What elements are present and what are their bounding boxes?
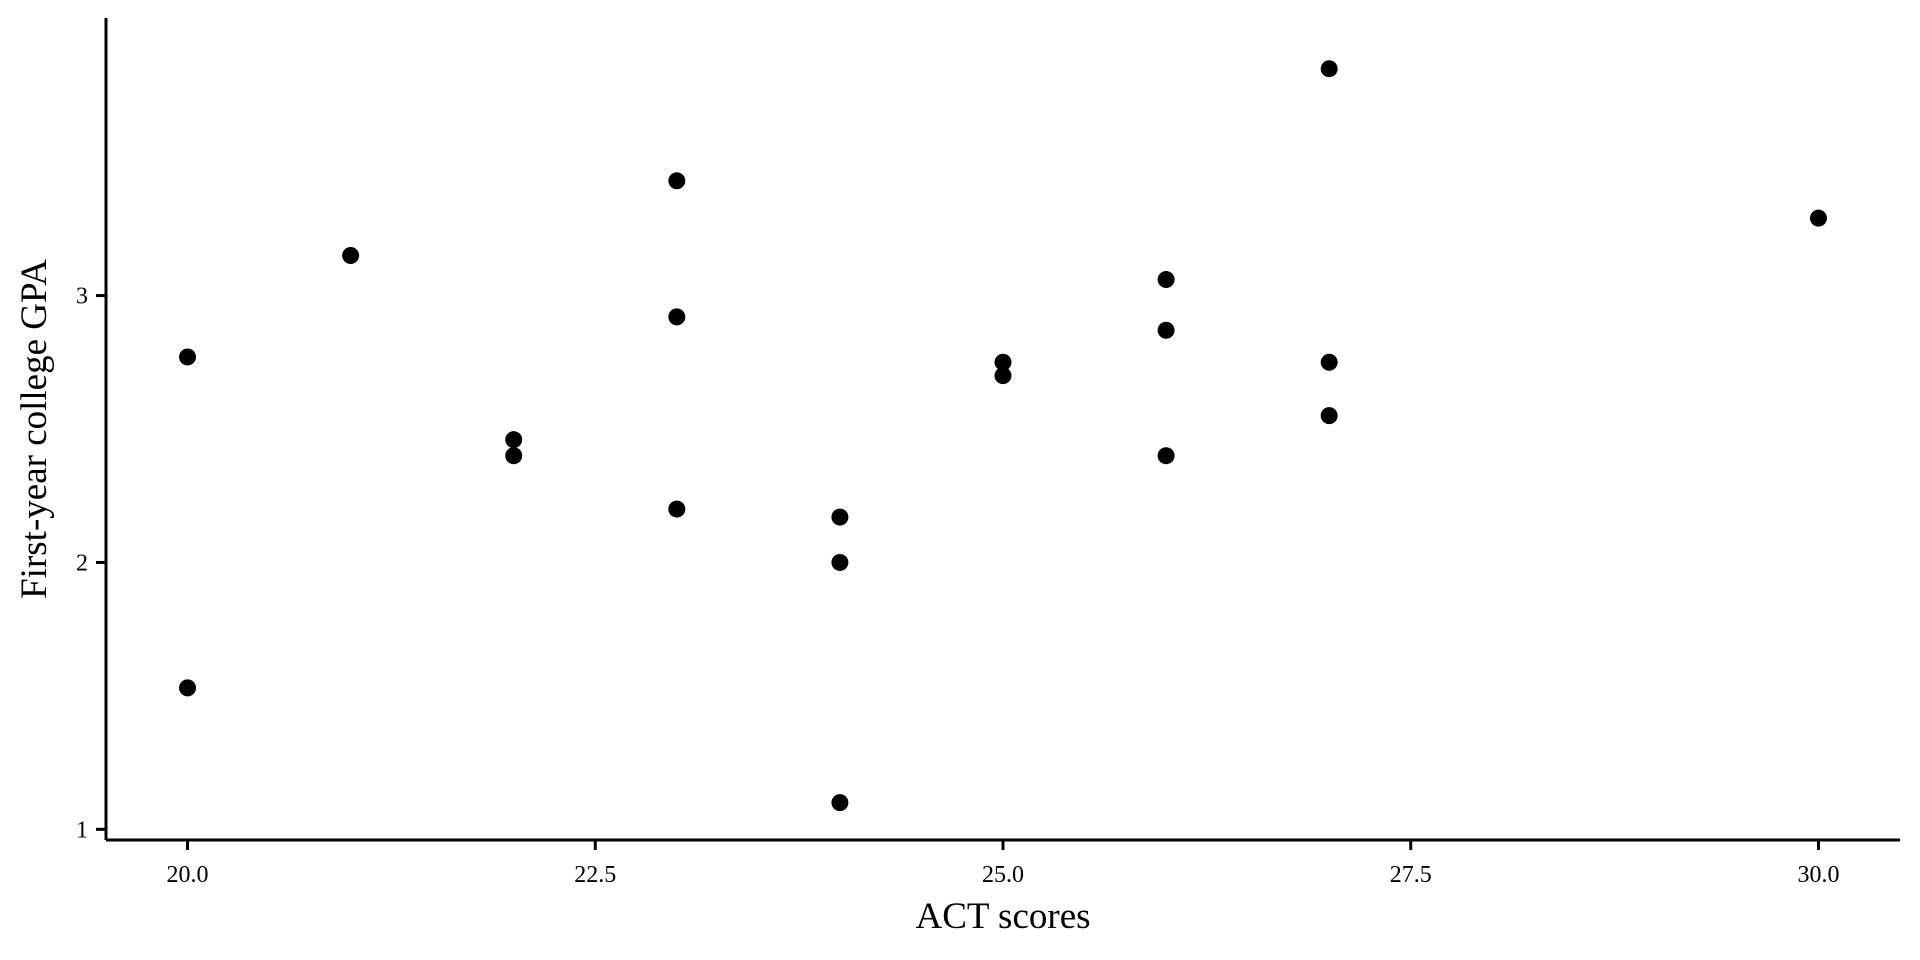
y-axis-ticks: 1 2 3 [76,284,106,843]
y-tick-label: 2 [76,550,88,576]
y-tick-label: 1 [76,817,88,843]
data-point [994,367,1012,385]
data-point [994,353,1012,371]
points-layer [179,60,1827,812]
data-point [831,794,849,812]
data-point [179,679,197,697]
data-point [1320,353,1338,371]
data-point [505,431,523,449]
data-point [1320,60,1338,78]
y-tick-label: 3 [76,284,88,310]
data-point [831,553,849,571]
y-axis-title: First-year college GPA [14,259,55,599]
data-point [505,447,523,465]
x-tick-label: 27.5 [1390,862,1432,888]
data-point [668,308,686,326]
data-point [668,172,686,190]
x-tick-label: 25.0 [982,862,1024,888]
x-tick-label: 20.0 [167,862,209,888]
data-point [1809,209,1827,227]
x-tick-label: 22.5 [574,862,616,888]
data-point [831,508,849,526]
data-point [1157,447,1175,465]
data-point [342,247,360,265]
x-axis-ticks: 20.0 22.5 25.0 27.5 30.0 [167,840,1839,888]
data-point [1157,271,1175,289]
data-point [1157,321,1175,339]
x-tick-label: 30.0 [1797,862,1839,888]
data-point [179,348,197,366]
data-point [1320,407,1338,425]
x-axis-title: ACT scores [915,896,1090,937]
data-point [668,500,686,518]
